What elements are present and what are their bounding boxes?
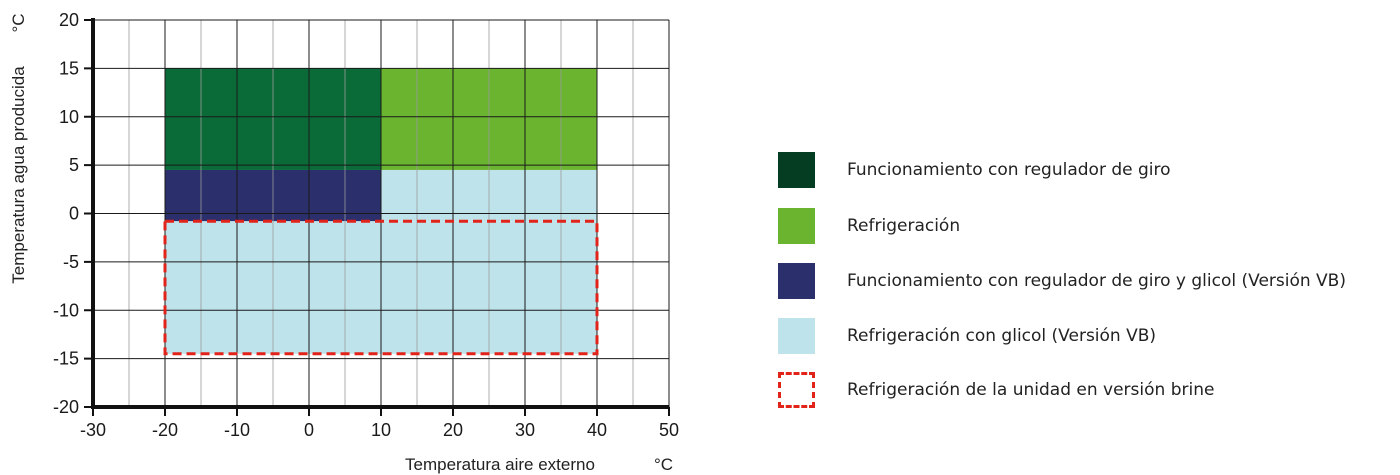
- y-tick-label: -10: [53, 300, 79, 320]
- y-tick-label: 20: [59, 10, 79, 30]
- x-tick-label: 30: [515, 420, 535, 440]
- legend-swatch-dark-green: [778, 152, 815, 188]
- x-tick-label: 10: [371, 420, 391, 440]
- y-axis-label: Temperatura agua producida: [9, 66, 28, 284]
- x-tick-label: -30: [80, 420, 106, 440]
- legend-item-regulador-giro-glicol: Funcionamiento con regulador de giro y g…: [778, 263, 1398, 299]
- legend-item-refrigeracion: Refrigeración: [778, 208, 1398, 244]
- brine-overlay-layer: [163, 219, 599, 356]
- y-axis-unit: °C: [9, 13, 28, 32]
- x-tick-label: 0: [304, 420, 314, 440]
- x-tick-label: 20: [443, 420, 463, 440]
- legend-swatch-red-dashed: [778, 372, 815, 408]
- legend-label: Funcionamiento con regulador de giro: [847, 160, 1171, 180]
- brine-dashed-region: [163, 219, 599, 356]
- legend-label: Refrigeración con glicol (Versión VB): [847, 326, 1157, 346]
- y-tick-label: -20: [53, 397, 79, 417]
- legend-item-refrigeracion-glicol: Refrigeración con glicol (Versión VB): [778, 318, 1398, 354]
- legend-label: Funcionamiento con regulador de giro y g…: [847, 271, 1346, 291]
- y-tick-label: 0: [69, 204, 79, 224]
- legend-label: Refrigeración de la unidad en versión br…: [847, 380, 1215, 400]
- y-tick-label: -5: [63, 252, 79, 272]
- operating-envelope-chart: -30 -20 -10 0 10 20 30 40 5020151050-5-10-15-20 …: [9, 10, 679, 474]
- legend-label: Refrigeración: [847, 216, 961, 236]
- y-tick-label: 10: [59, 107, 79, 127]
- y-tick-label: -15: [53, 349, 79, 369]
- x-tick-label: -20: [152, 420, 178, 440]
- grid-layer: [92, 19, 670, 408]
- legend-swatch-light-blue: [778, 318, 815, 354]
- y-tick-label: 15: [59, 58, 79, 78]
- x-tick-label: 40: [587, 420, 607, 440]
- axes-layer: [84, 18, 670, 416]
- x-axis-unit: °C: [654, 455, 673, 474]
- legend-swatch-light-green: [778, 208, 815, 244]
- x-axis-label: Temperatura aire externo: [405, 455, 595, 474]
- legend-swatch-navy: [778, 263, 815, 299]
- x-tick-label: 50: [659, 420, 679, 440]
- y-tick-label: 5: [69, 155, 79, 175]
- x-tick-label: -10: [224, 420, 250, 440]
- legend-item-brine: Refrigeración de la unidad en versión br…: [778, 372, 1398, 408]
- legend-item-regulador-giro: Funcionamiento con regulador de giro: [778, 152, 1398, 188]
